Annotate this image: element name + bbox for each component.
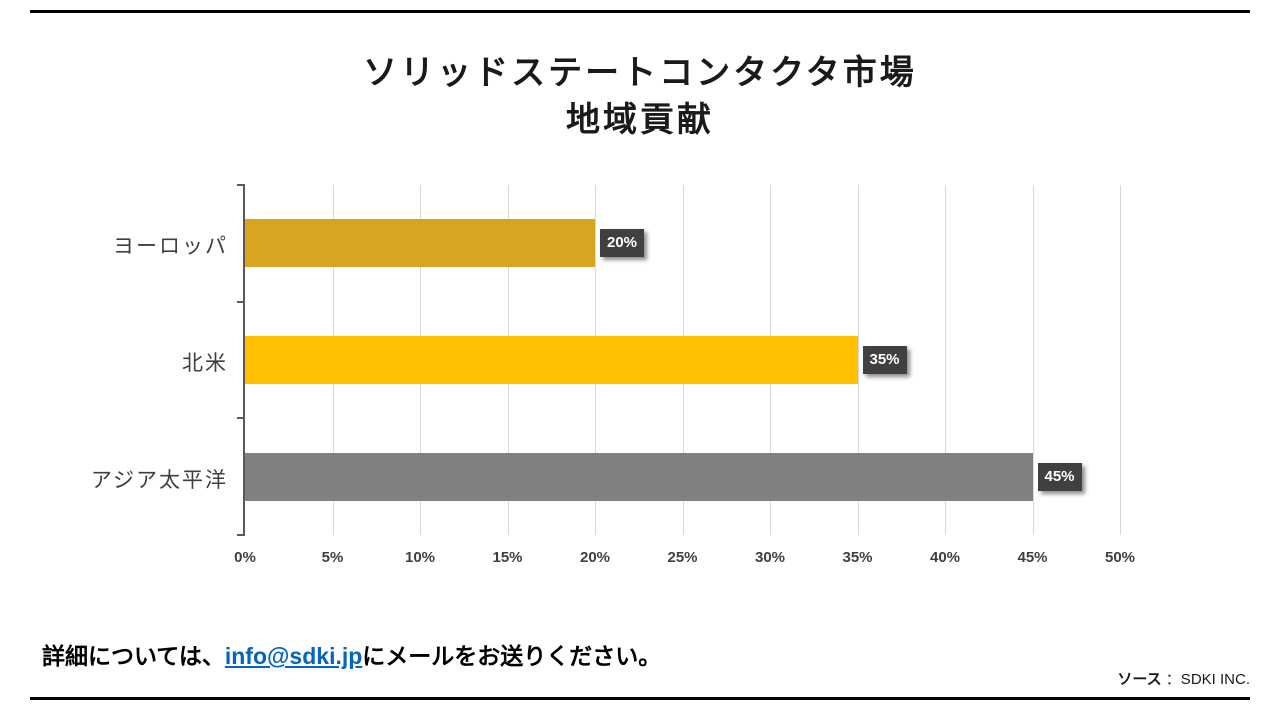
- category-label: 北米: [182, 352, 228, 375]
- bar: [245, 219, 595, 268]
- gridline: [945, 185, 946, 535]
- chart-title: ソリッドステートコンタクタ市場 地域貢献: [0, 50, 1280, 144]
- x-tick-label: 50%: [1104, 549, 1136, 566]
- bar-value-label: 20%: [600, 229, 645, 258]
- gridline: [857, 185, 859, 535]
- plot-area: 0% 5% 10% 15% 20% 25% 30% 35% 40% 45% 50% ヨーロッパ 20% 北…: [91, 184, 1135, 566]
- source-value: ：SDKI INC.: [1161, 671, 1250, 688]
- x-tick-label: 45%: [1017, 549, 1048, 566]
- chart-title-line2: 地域貢献: [566, 101, 714, 139]
- y-axis: [243, 185, 245, 535]
- source-label: ソース: [1117, 671, 1162, 688]
- y-axis-tick: [237, 184, 245, 186]
- chart-title-line1: ソリッドステートコンタクタ市場: [363, 54, 917, 92]
- gridline: [1032, 185, 1034, 535]
- bar: [245, 336, 858, 384]
- x-tick-label: 10%: [404, 549, 436, 566]
- y-axis-tick: [237, 300, 245, 303]
- top-divider-line: [30, 10, 1250, 13]
- x-tick-label: 40%: [929, 549, 961, 566]
- y-axis-tick: [237, 417, 245, 420]
- x-tick-label: 20%: [579, 549, 611, 566]
- x-tick-label: 30%: [754, 549, 786, 566]
- x-tick-label: 35%: [842, 549, 873, 566]
- x-tick-label: 25%: [667, 549, 698, 566]
- x-tick-label: 0%: [234, 549, 256, 566]
- bar: [245, 452, 1033, 501]
- x-tick-label: 5%: [321, 549, 344, 566]
- bar-value-label: 45%: [1037, 462, 1082, 491]
- category-label: ヨーロッパ: [113, 235, 228, 259]
- contact-note-prefix: 詳細については、: [42, 643, 225, 669]
- contact-note-suffix: にメールをお送りください。: [362, 643, 662, 669]
- source-attribution: ソース ：SDKI INC.: [1117, 668, 1250, 689]
- y-axis-tick: [237, 534, 245, 536]
- contact-note: 詳細については、info@sdki.jpにメールをお送りください。: [42, 637, 661, 671]
- x-tick-label: 15%: [492, 549, 523, 566]
- gridline: [1120, 185, 1121, 535]
- email-link[interactable]: info@sdki.jp: [224, 643, 363, 669]
- bottom-divider-line: [30, 697, 1250, 700]
- category-label: アジア太平洋: [90, 468, 228, 492]
- bar-value-label: 35%: [862, 346, 907, 374]
- bar-chart: 0% 5% 10% 15% 20% 25% 30% 35% 40% 45% 50% ヨーロッパ 20% 北…: [91, 184, 1135, 566]
